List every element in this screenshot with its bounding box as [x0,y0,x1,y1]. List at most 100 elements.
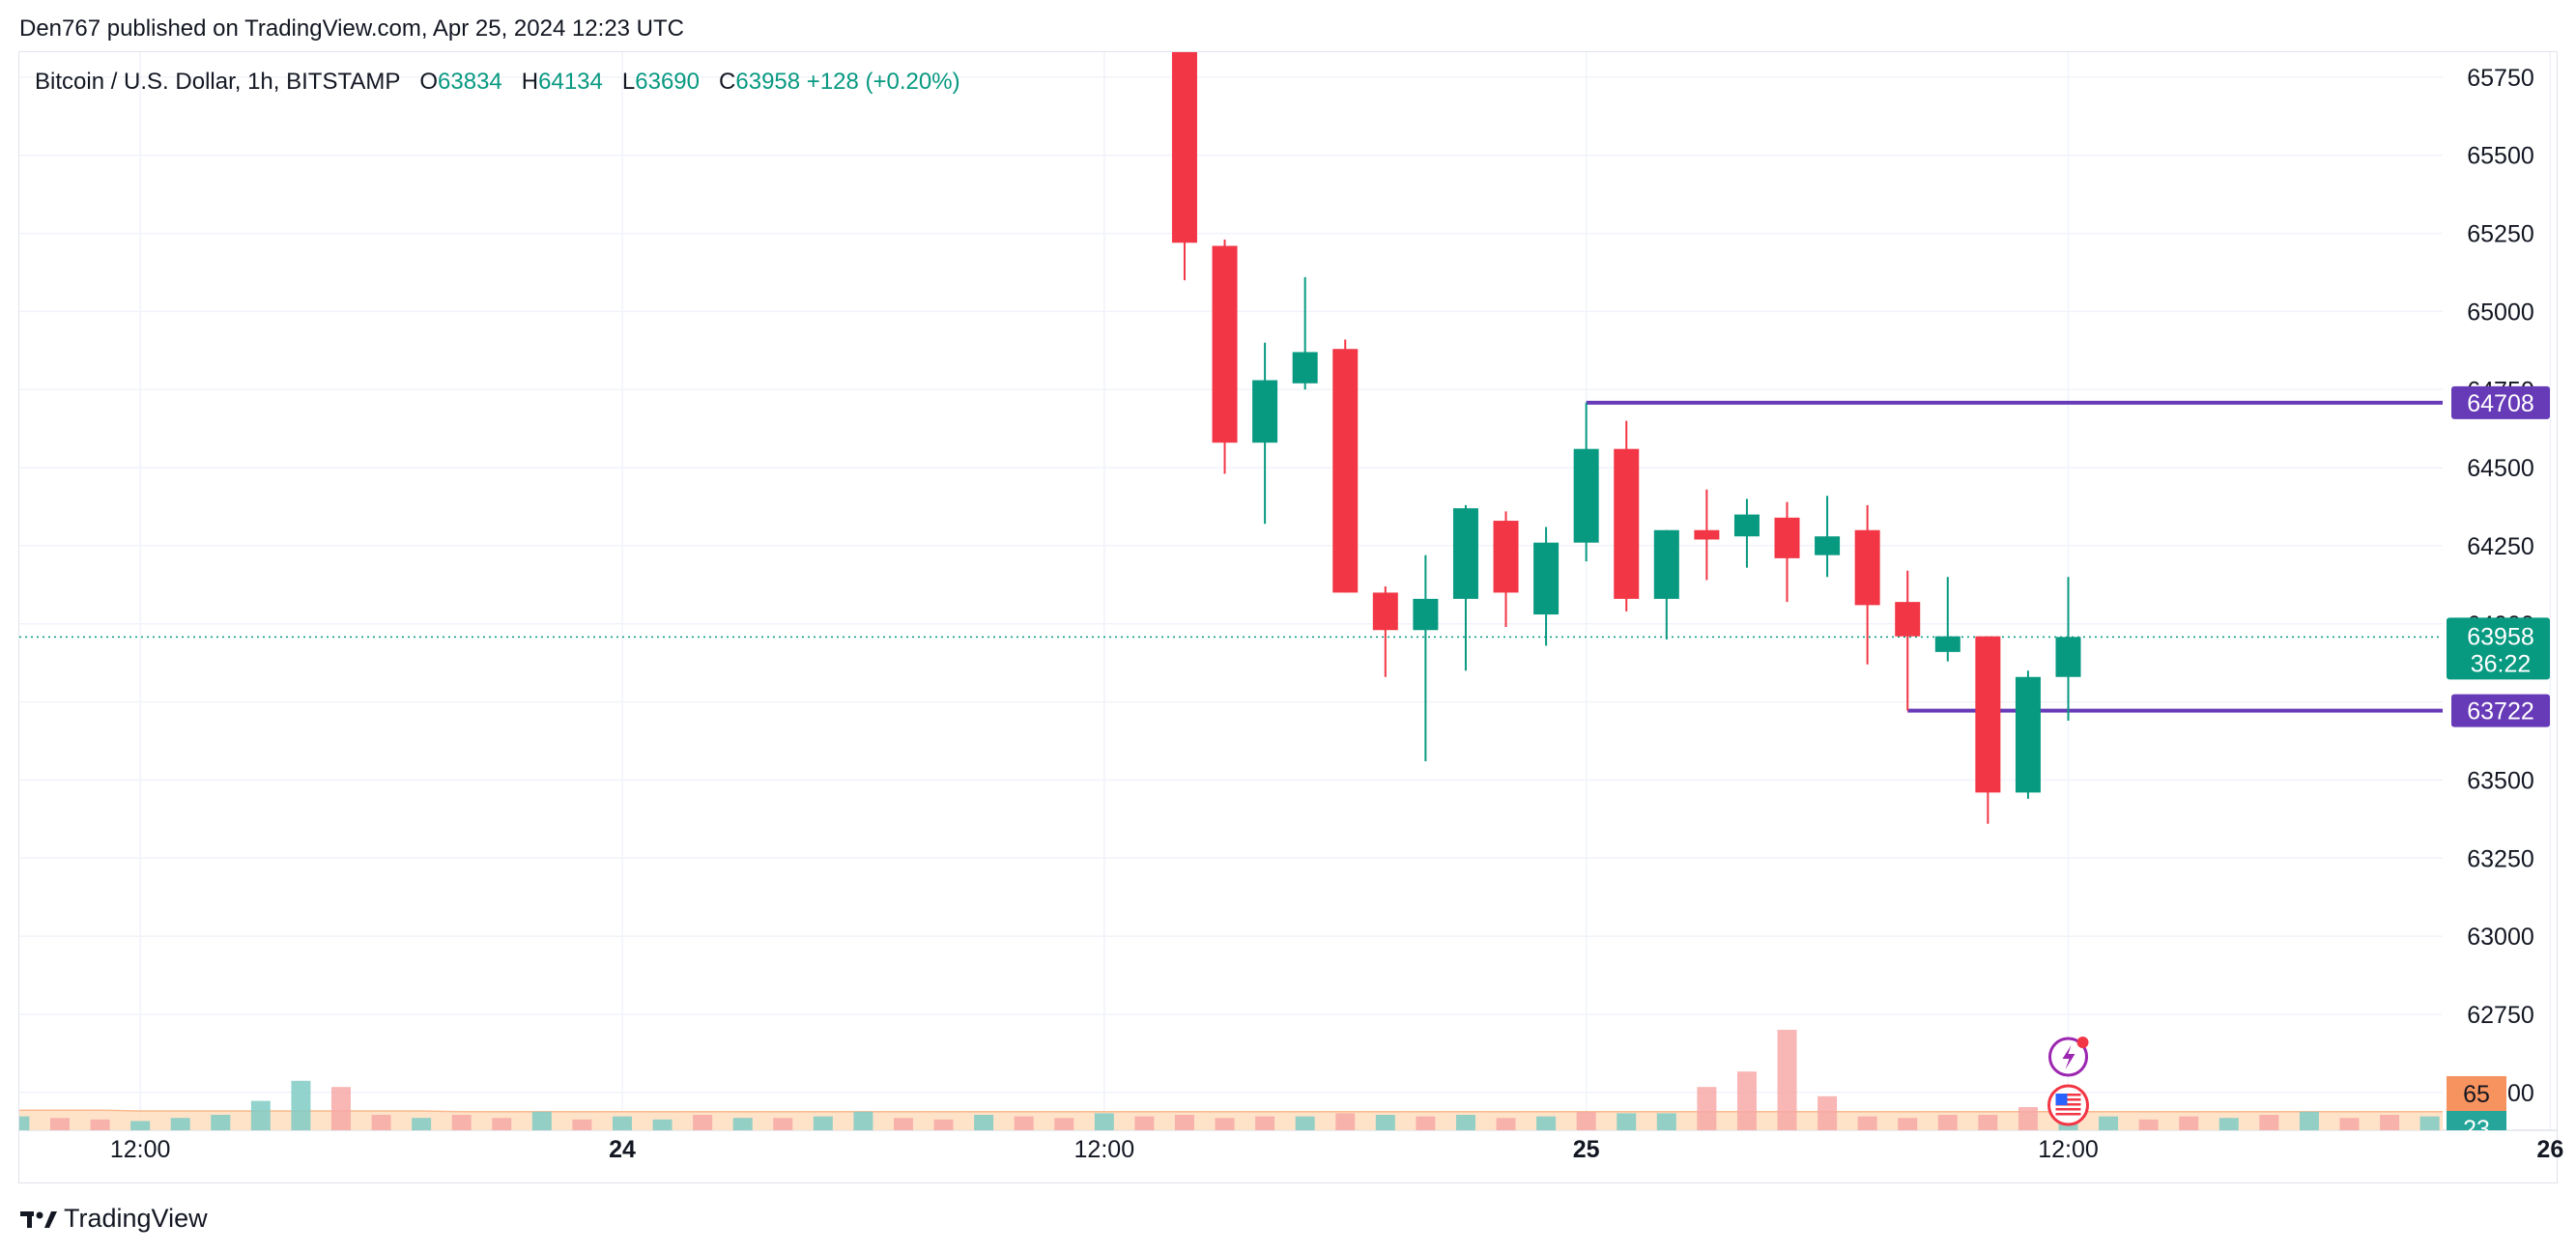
volume-bar [2299,1111,2319,1130]
candle [1252,342,1278,525]
volume-bar [19,1116,30,1130]
candle-body [1212,245,1238,443]
price-tick-label: 65750 [2467,65,2534,92]
volume-bar [1617,1113,1637,1130]
candle [1854,504,1880,665]
volume-bar [1174,1115,1194,1130]
volume-ma-line [19,1109,2443,1113]
volume-bar [1255,1116,1275,1130]
tradingview-footer[interactable]: 17 TradingView [19,1204,208,1234]
candle [1372,585,1398,677]
time-tick-label: 12:00 [1074,1136,1135,1163]
flag-canton [2055,1094,2068,1105]
candle-body [1774,517,1800,558]
volume-bar [531,1111,552,1130]
candle-body [1533,542,1560,615]
candle-body [1573,448,1599,543]
price-tick-label: 64500 [2467,455,2534,482]
candle-body [1854,529,1880,606]
volume-bar [1375,1115,1395,1130]
symbol-name[interactable]: Bitcoin / U.S. Dollar, 1h, BITSTAMP [35,69,401,95]
candle [2055,577,2081,722]
volume-bar [2259,1115,2279,1130]
volume-bar [1736,1071,1757,1130]
volume-bar [1777,1030,1797,1130]
level-price-tag-label: 63722 [2467,698,2534,726]
volume-bar [933,1119,954,1130]
flag-stripe [2055,1108,2081,1111]
candle [1614,420,1640,612]
candle-body [1653,529,1679,599]
volume-bar [371,1115,391,1130]
volume-down-tag [2447,1076,2506,1111]
price-tick-label: 63000 [2467,924,2534,951]
candle-body [2055,637,2081,677]
candle [1653,529,1679,640]
candle [1694,489,1720,581]
time-tick-label: 12:00 [110,1136,171,1163]
flag-stripe [2055,1113,2081,1116]
candle-body [1332,349,1359,593]
bar-countdown: 36:22 [2471,650,2532,677]
candle [1332,339,1359,593]
candle-body [1171,52,1197,243]
candle [1733,498,1760,568]
volume-bar [1054,1118,1074,1130]
volume-bar [2138,1119,2159,1130]
tradingview-brand: TradingView [64,1204,208,1233]
volume-bar [130,1121,151,1130]
candle-body [1895,602,1921,637]
open-label: O [419,69,439,95]
volume-bar [974,1115,994,1130]
volume-bar [211,1115,231,1130]
us-event-icon [2047,1084,2089,1126]
time-tick-label: 12:00 [2038,1136,2099,1163]
close-label: C [719,69,736,95]
volume-layer [19,1030,2443,1130]
volume-bar [2419,1116,2440,1130]
candle-body [1975,636,2001,793]
candle [1934,577,1961,662]
change-value: +128 (+0.20%) [806,69,960,95]
volume-bar [2339,1118,2360,1130]
last-price-tag [2447,617,2550,680]
volume-bar [1656,1113,1676,1130]
candle-body [1733,514,1760,537]
candle-body [1934,636,1961,652]
candle [1171,52,1197,281]
volume-bar [732,1118,753,1130]
candle-body [1452,508,1478,599]
volume-bar [451,1115,472,1130]
level-price-tag [2451,694,2550,727]
high-label: H [521,69,539,95]
volume-bar [773,1118,793,1130]
chart-frame [18,51,2558,1183]
lightning-event-icon [2048,1037,2089,1077]
volume-bar [572,1119,592,1130]
volume-up-tag [2447,1111,2506,1130]
volume-up-tag-label: 23 [2463,1116,2490,1143]
candle [1533,526,1560,646]
candle [1493,511,1519,628]
candle-body [1694,529,1720,540]
close-value: 63958 [735,69,801,95]
volume-bar [893,1118,913,1130]
volume-bar [1978,1115,1998,1130]
volume-bar [1536,1116,1557,1130]
volume-bar [492,1118,512,1130]
candle-body [1493,521,1519,593]
volume-bar [2099,1116,2119,1130]
flag-stripe [2055,1094,2081,1096]
flag-stripe [2055,1098,2081,1101]
volume-bar [1455,1115,1475,1130]
time-tick-label: 26 [2536,1136,2563,1163]
candle [1975,636,2001,824]
price-tick-label: 63500 [2467,767,2534,794]
candle [1774,501,1800,603]
volume-bar [1295,1116,1315,1130]
candle-body [1372,592,1398,631]
price-tick-label: 62750 [2467,1002,2534,1029]
